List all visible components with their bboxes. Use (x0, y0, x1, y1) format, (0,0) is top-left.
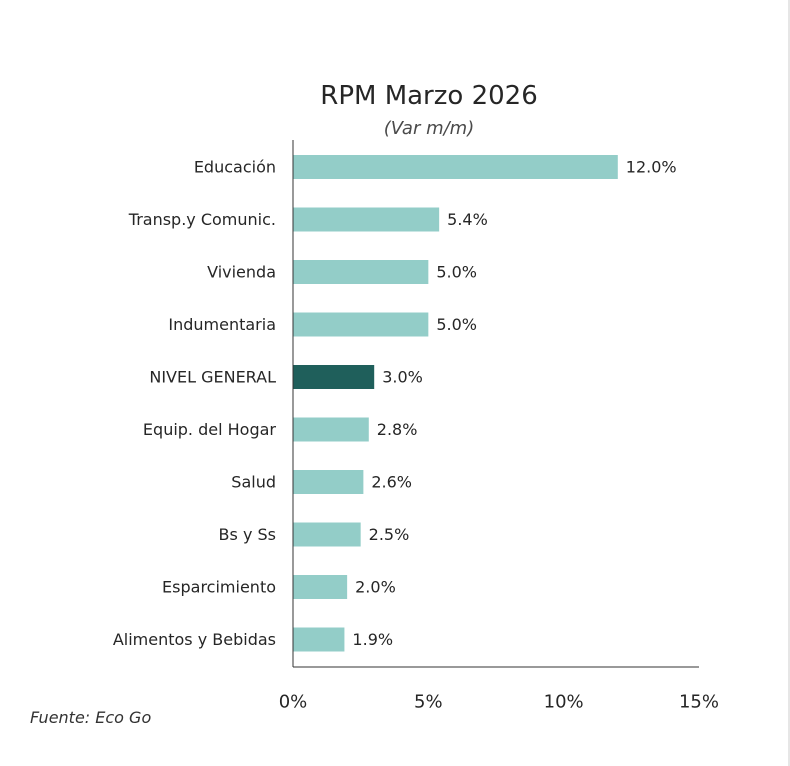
data-label: 5.0% (436, 263, 477, 282)
data-label: 5.0% (436, 315, 477, 334)
category-label: Alimentos y Bebidas (113, 630, 276, 649)
category-label: Vivienda (207, 263, 276, 282)
bar (293, 575, 348, 599)
bar (293, 470, 364, 494)
bar (293, 417, 369, 442)
x-tick-label: 10% (544, 692, 584, 713)
category-label: Educación (194, 158, 276, 177)
chart-title: RPM Marzo 2026 (320, 81, 538, 111)
bar (293, 627, 345, 652)
source-note: Fuente: Eco Go (30, 708, 152, 727)
category-label: Transp.y Comunic. (128, 210, 276, 229)
bar (293, 155, 618, 179)
category-label: Bs y Ss (219, 525, 276, 544)
data-label: 5.4% (447, 210, 488, 229)
data-label: 12.0% (626, 158, 677, 177)
bar (293, 365, 375, 389)
data-label: 3.0% (382, 368, 423, 387)
x-tick-label: 0% (279, 692, 308, 713)
data-label: 2.0% (355, 578, 396, 597)
category-label: Indumentaria (168, 315, 276, 334)
category-label: Salud (231, 473, 276, 492)
right-edge-divider (788, 0, 790, 766)
bar (293, 522, 361, 547)
category-label: Esparcimiento (162, 578, 276, 597)
x-tick-label: 5% (414, 692, 443, 713)
category-label: Equip. del Hogar (143, 420, 276, 439)
category-label: NIVEL GENERAL (149, 368, 276, 387)
data-label: 1.9% (352, 630, 393, 649)
bar (293, 312, 429, 337)
bar (293, 207, 440, 232)
data-label: 2.5% (369, 525, 410, 544)
chart-subtitle: (Var m/m) (383, 118, 475, 139)
data-label: 2.6% (371, 473, 412, 492)
x-tick-label: 15% (679, 692, 719, 713)
bar (293, 260, 429, 284)
data-label: 2.8% (377, 420, 418, 439)
